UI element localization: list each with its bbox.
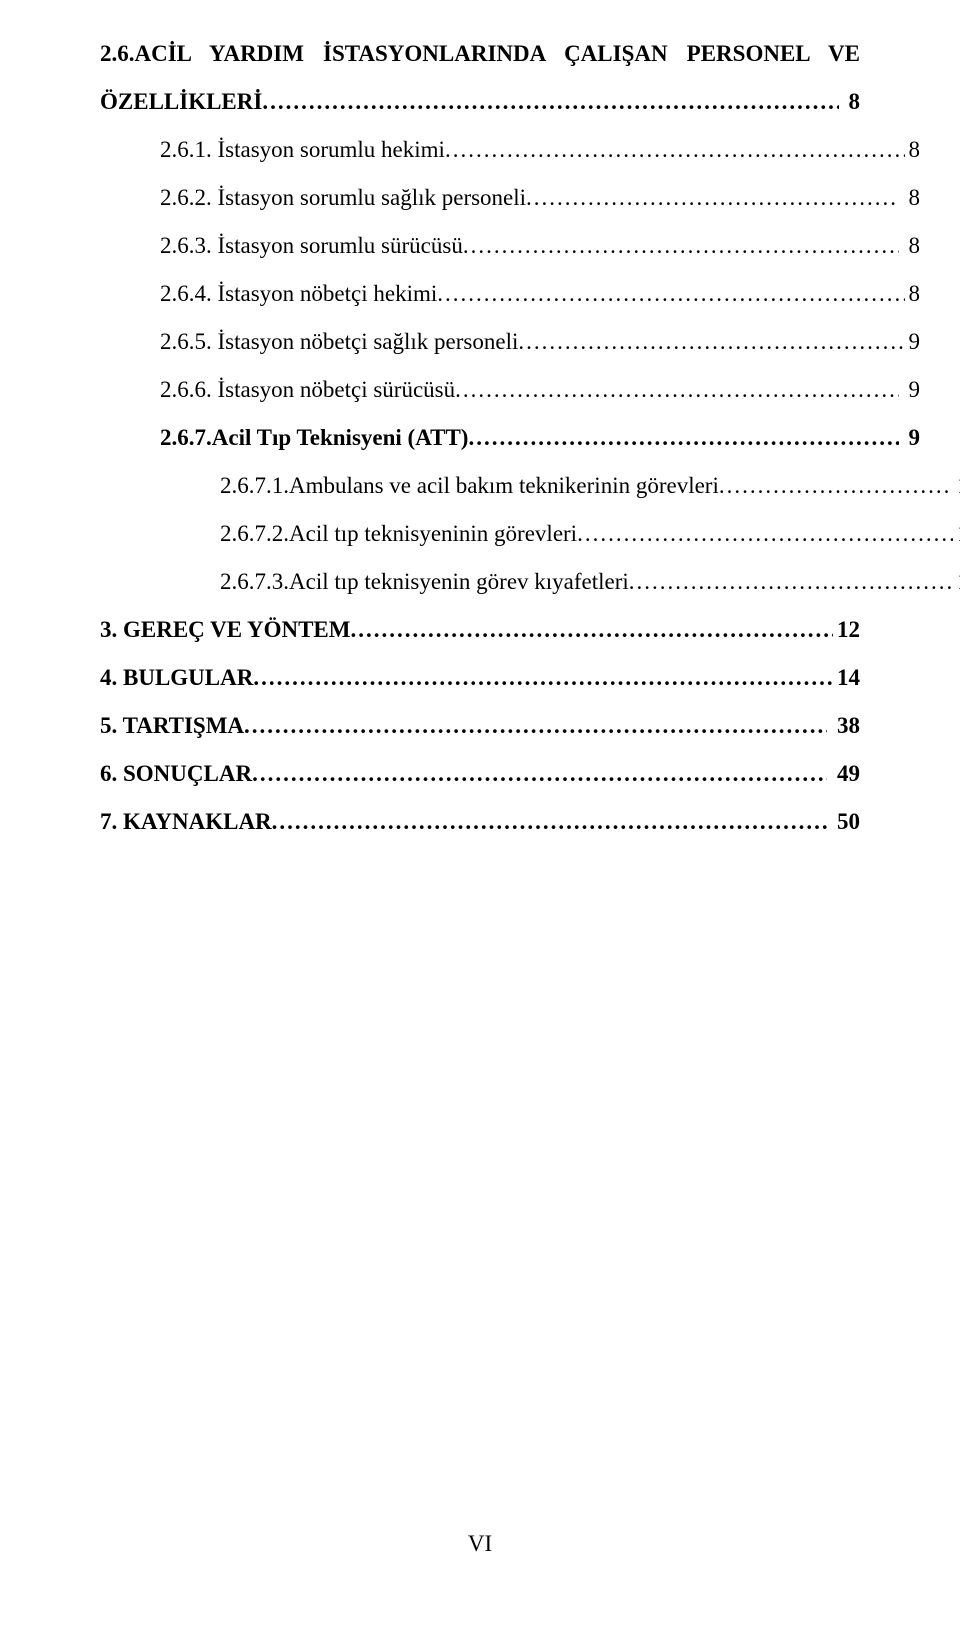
toc-label: 2.6.3. İstasyon sorumlu sürücüsü [160,222,463,270]
toc-label: 2.6.7.3.Acil tıp teknisyenin görev kıyaf… [220,558,629,606]
toc-entry: 6. SONUÇLAR 49 [100,750,860,798]
toc-label: 2.6.7.2.Acil tıp teknisyeninin görevleri [220,510,577,558]
toc-leader-dots [719,462,953,510]
toc-label: 7. KAYNAKLAR [100,798,272,846]
toc-page-number: 8 [905,270,921,318]
toc-label: 2.6.7.1.Ambulans ve acil bakım teknikeri… [220,462,719,510]
toc-leader-dots [262,78,838,126]
toc-entry: 2.6.4. İstasyon nöbetçi hekimi 8 [100,270,920,318]
toc-leader-dots [518,318,904,366]
table-of-contents: 2.6.ACİL YARDIM İSTASYONLARINDA ÇALIŞAN … [100,30,860,846]
toc-page-number: 9 [899,414,920,462]
toc-page-number: 38 [827,702,860,750]
toc-entry: 2.6.6. İstasyon nöbetçi sürücüsü 9 [100,366,920,414]
toc-entry: 2.6.2. İstasyon sorumlu sağlık personeli… [100,174,920,222]
page-container: 2.6.ACİL YARDIM İSTASYONLARINDA ÇALIŞAN … [0,0,960,1629]
toc-label: 2.6.2. İstasyon sorumlu sağlık personeli [160,174,526,222]
toc-entry: 2.6.7.1.Ambulans ve acil bakım teknikeri… [100,462,960,510]
toc-page-number: 10 [953,462,960,510]
toc-entry: 2.6.1. İstasyon sorumlu hekimi 8 [100,126,920,174]
toc-leader-dots [629,558,953,606]
toc-entry: ÖZELLİKLERİ 8 [100,78,860,126]
toc-leader-dots [272,798,828,846]
toc-leader-dots [252,750,827,798]
toc-leader-dots [350,606,833,654]
toc-entry: 5. TARTIŞMA 38 [100,702,860,750]
toc-entry: 3. GEREÇ VE YÖNTEM 12 [100,606,860,654]
toc-label: ÖZELLİKLERİ [100,78,262,126]
toc-page-number: 49 [827,750,860,798]
toc-leader-dots [455,366,899,414]
toc-page-number: 12 [833,606,860,654]
toc-page-number: 10 [953,510,960,558]
toc-label: 2.6.7.Acil Tıp Teknisyeni (ATT) [160,414,468,462]
toc-leader-dots [463,222,899,270]
toc-page-number: 8 [899,222,920,270]
toc-label: 5. TARTIŞMA [100,702,244,750]
toc-page-number: 8 [905,126,921,174]
toc-page-number: 8 [839,78,860,126]
toc-leader-dots [468,414,898,462]
toc-leader-dots [437,270,904,318]
toc-label: 2.6.4. İstasyon nöbetçi hekimi [160,270,437,318]
toc-leader-dots [445,126,905,174]
footer-text: VI [468,1531,492,1556]
toc-page-number: 9 [905,318,921,366]
toc-label: 2.6.ACİL YARDIM İSTASYONLARINDA ÇALIŞAN … [100,41,860,66]
toc-page-number: 50 [827,798,860,846]
toc-entry: 2.6.5. İstasyon nöbetçi sağlık personeli… [100,318,920,366]
toc-page-number: 10 [953,558,960,606]
toc-page-number: 9 [899,366,920,414]
toc-entry: 4. BULGULAR 14 [100,654,860,702]
toc-label: 2.6.1. İstasyon sorumlu hekimi [160,126,445,174]
toc-entry: 2.6.7.2.Acil tıp teknisyeninin görevleri… [100,510,960,558]
toc-page-number: 8 [899,174,920,222]
toc-label: 2.6.5. İstasyon nöbetçi sağlık personeli [160,318,518,366]
toc-leader-dots [244,702,827,750]
toc-leader-dots [577,510,953,558]
toc-leader-dots [526,174,899,222]
toc-entry: 2.6.3. İstasyon sorumlu sürücüsü 8 [100,222,920,270]
page-number-footer: VI [0,1531,960,1557]
toc-page-number: 14 [833,654,860,702]
toc-entry-line1: 2.6.ACİL YARDIM İSTASYONLARINDA ÇALIŞAN … [100,30,860,78]
toc-label: 2.6.6. İstasyon nöbetçi sürücüsü [160,366,455,414]
toc-label: 6. SONUÇLAR [100,750,252,798]
toc-leader-dots [253,654,833,702]
toc-label: 3. GEREÇ VE YÖNTEM [100,606,350,654]
toc-entry: 7. KAYNAKLAR 50 [100,798,860,846]
toc-label: 4. BULGULAR [100,654,253,702]
toc-entry: 2.6.7.Acil Tıp Teknisyeni (ATT) 9 [100,414,920,462]
toc-entry: 2.6.7.3.Acil tıp teknisyenin görev kıyaf… [100,558,960,606]
